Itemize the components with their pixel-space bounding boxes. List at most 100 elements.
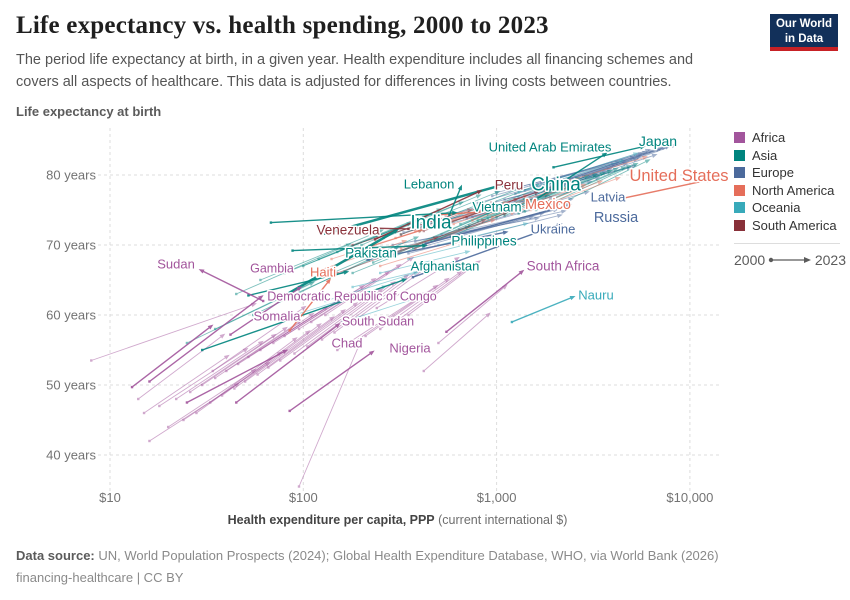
country-label-nauru[interactable]: Nauru xyxy=(577,286,615,304)
country-trail[interactable] xyxy=(346,261,435,327)
country-trail[interactable] xyxy=(267,302,359,369)
country-label-democratic-republic-of-congo[interactable]: Democratic Republic of Congo xyxy=(266,288,439,305)
country-label-united-arab-emirates[interactable]: United Arab Emirates xyxy=(487,138,613,156)
legend-item-south-america[interactable]: South America xyxy=(734,218,846,233)
country-trail-haiti[interactable] xyxy=(288,278,331,332)
country-trail[interactable] xyxy=(407,260,482,317)
country-trail[interactable] xyxy=(279,295,371,362)
country-trail[interactable] xyxy=(142,354,230,415)
country-label-pakistan[interactable]: Pakistan xyxy=(344,244,399,262)
country-trail[interactable] xyxy=(90,302,257,362)
country-label-afghanistan[interactable]: Afghanistan xyxy=(409,257,481,275)
country-trail[interactable] xyxy=(503,167,619,217)
country-trail-japan[interactable] xyxy=(552,145,646,169)
country-trail[interactable] xyxy=(523,165,632,213)
country-label-china[interactable]: China xyxy=(530,173,583,197)
country-label-haiti[interactable]: Haiti xyxy=(308,263,337,281)
country-trail[interactable] xyxy=(553,159,651,208)
country-trail[interactable] xyxy=(379,270,463,331)
country-label-ukraine[interactable]: Ukraine xyxy=(529,220,577,238)
country-trail[interactable] xyxy=(375,256,460,310)
country-label-india[interactable]: India xyxy=(409,211,454,235)
country-trail-nigeria[interactable] xyxy=(288,350,375,413)
country-trail[interactable] xyxy=(471,187,567,222)
country-trail-gambia[interactable] xyxy=(229,286,303,336)
country-trail[interactable] xyxy=(233,323,322,390)
legend-item-europe[interactable]: Europe xyxy=(734,166,846,180)
country-label-nigeria[interactable]: Nigeria xyxy=(388,339,433,357)
country-trail[interactable] xyxy=(422,312,491,373)
country-trail-democratic-republic-of-congo[interactable] xyxy=(148,295,264,383)
country-label-chad[interactable]: Chad xyxy=(330,334,364,352)
license-line[interactable]: financing-healthcare | CC BY xyxy=(16,570,184,586)
country-label-united-states[interactable]: United States xyxy=(628,165,730,186)
country-trail[interactable] xyxy=(534,152,639,187)
country-trail[interactable] xyxy=(148,382,240,443)
country-trail[interactable] xyxy=(259,229,384,282)
country-trail-china[interactable] xyxy=(324,183,507,236)
country-trail-latvia[interactable] xyxy=(424,203,573,245)
country-trail-india[interactable] xyxy=(280,228,399,299)
country-label-latvia[interactable]: Latvia xyxy=(589,188,627,206)
country-trail[interactable] xyxy=(341,292,434,324)
country-trail-russia[interactable] xyxy=(411,223,563,279)
country-trail-pakistan[interactable] xyxy=(247,270,350,297)
legend-item-africa[interactable]: Africa xyxy=(734,131,846,145)
country-trail-nauru[interactable] xyxy=(510,295,576,324)
country-trail[interactable] xyxy=(568,155,648,182)
country-label-peru[interactable]: Peru xyxy=(493,176,525,194)
country-trail[interactable] xyxy=(293,288,384,355)
country-trail[interactable] xyxy=(256,309,346,376)
country-trail[interactable] xyxy=(297,335,364,488)
country-label-philippines[interactable]: Philippines xyxy=(450,232,519,250)
country-trail[interactable] xyxy=(283,277,377,338)
country-trail-united-states[interactable] xyxy=(622,178,713,200)
country-trail-venezuela[interactable] xyxy=(333,225,410,231)
legend-item-north-america[interactable]: North America xyxy=(734,183,846,198)
country-trail-lebanon[interactable] xyxy=(448,184,462,217)
country-label-south-africa[interactable]: South Africa xyxy=(525,257,601,275)
country-trail[interactable] xyxy=(310,263,402,324)
country-trail-sudan[interactable] xyxy=(198,269,265,303)
country-label-gambia[interactable]: Gambia xyxy=(249,260,296,277)
country-trail-south-africa[interactable] xyxy=(445,269,525,333)
country-trail[interactable] xyxy=(407,236,497,261)
country-trail-philippines[interactable] xyxy=(291,243,428,252)
country-label-sudan[interactable]: Sudan xyxy=(156,255,197,273)
country-trail[interactable] xyxy=(399,201,497,236)
country-label-vietnam[interactable]: Vietnam xyxy=(471,198,523,216)
country-trail[interactable] xyxy=(529,176,621,212)
country-trail-south-sudan[interactable] xyxy=(235,323,341,404)
country-trail[interactable] xyxy=(174,340,264,401)
legend-item-asia[interactable]: Asia xyxy=(734,148,846,163)
country-trail[interactable] xyxy=(201,326,288,387)
country-trail[interactable] xyxy=(137,333,226,401)
country-label-lebanon[interactable]: Lebanon xyxy=(402,175,456,193)
country-trail-united-arab-emirates[interactable] xyxy=(529,152,608,205)
trail-arrowhead-icon xyxy=(644,159,651,164)
country-trail[interactable] xyxy=(225,312,315,373)
owid-logo[interactable]: Our World in Data xyxy=(770,14,838,51)
country-label-south-sudan[interactable]: South Sudan xyxy=(340,313,415,330)
country-label-somalia[interactable]: Somalia xyxy=(252,307,303,325)
country-trail-somalia[interactable] xyxy=(130,324,214,389)
country-trail[interactable] xyxy=(437,284,508,345)
country-trail-vietnam[interactable] xyxy=(269,210,458,224)
legend-item-oceania[interactable]: Oceania xyxy=(734,201,846,215)
country-trail[interactable] xyxy=(166,368,257,429)
country-trail[interactable] xyxy=(243,316,335,383)
country-trail[interactable] xyxy=(211,305,307,373)
country-trail[interactable] xyxy=(364,277,450,338)
country-trail-afghanistan[interactable] xyxy=(201,278,408,352)
country-trail-ukraine[interactable] xyxy=(366,230,509,261)
country-trail[interactable] xyxy=(510,180,604,215)
country-trail[interactable] xyxy=(394,263,475,324)
country-label-mexico[interactable]: Mexico xyxy=(524,196,573,215)
country-label-venezuela[interactable]: Venezuela xyxy=(315,221,382,239)
country-label-japan[interactable]: Japan xyxy=(637,131,678,150)
country-trail[interactable] xyxy=(379,250,471,275)
country-trail[interactable] xyxy=(491,183,587,219)
country-label-russia[interactable]: Russia xyxy=(592,209,640,228)
country-trail[interactable] xyxy=(209,337,298,404)
country-trail-chad[interactable] xyxy=(185,349,289,404)
